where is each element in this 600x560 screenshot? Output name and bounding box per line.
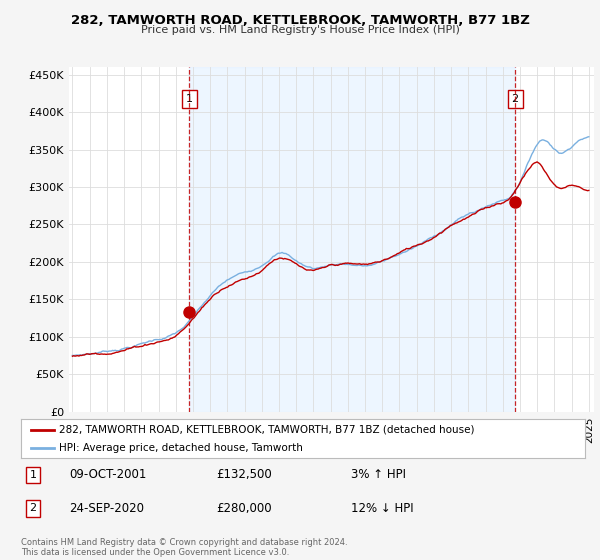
Text: 1: 1 bbox=[185, 94, 193, 104]
Text: 09-OCT-2001: 09-OCT-2001 bbox=[69, 468, 146, 482]
Text: 282, TAMWORTH ROAD, KETTLEBROOK, TAMWORTH, B77 1BZ: 282, TAMWORTH ROAD, KETTLEBROOK, TAMWORT… bbox=[71, 14, 529, 27]
Text: 12% ↓ HPI: 12% ↓ HPI bbox=[351, 502, 413, 515]
Text: 3% ↑ HPI: 3% ↑ HPI bbox=[351, 468, 406, 482]
Text: £280,000: £280,000 bbox=[216, 502, 272, 515]
Text: HPI: Average price, detached house, Tamworth: HPI: Average price, detached house, Tamw… bbox=[59, 443, 303, 453]
Text: £132,500: £132,500 bbox=[216, 468, 272, 482]
Text: Price paid vs. HM Land Registry's House Price Index (HPI): Price paid vs. HM Land Registry's House … bbox=[140, 25, 460, 35]
Text: 24-SEP-2020: 24-SEP-2020 bbox=[69, 502, 144, 515]
Text: 2: 2 bbox=[29, 503, 37, 514]
Text: 1: 1 bbox=[29, 470, 37, 480]
Bar bbox=[189, 67, 515, 412]
Text: 282, TAMWORTH ROAD, KETTLEBROOK, TAMWORTH, B77 1BZ (detached house): 282, TAMWORTH ROAD, KETTLEBROOK, TAMWORT… bbox=[59, 424, 475, 435]
Text: 2: 2 bbox=[512, 94, 519, 104]
Text: Contains HM Land Registry data © Crown copyright and database right 2024.
This d: Contains HM Land Registry data © Crown c… bbox=[21, 538, 347, 557]
